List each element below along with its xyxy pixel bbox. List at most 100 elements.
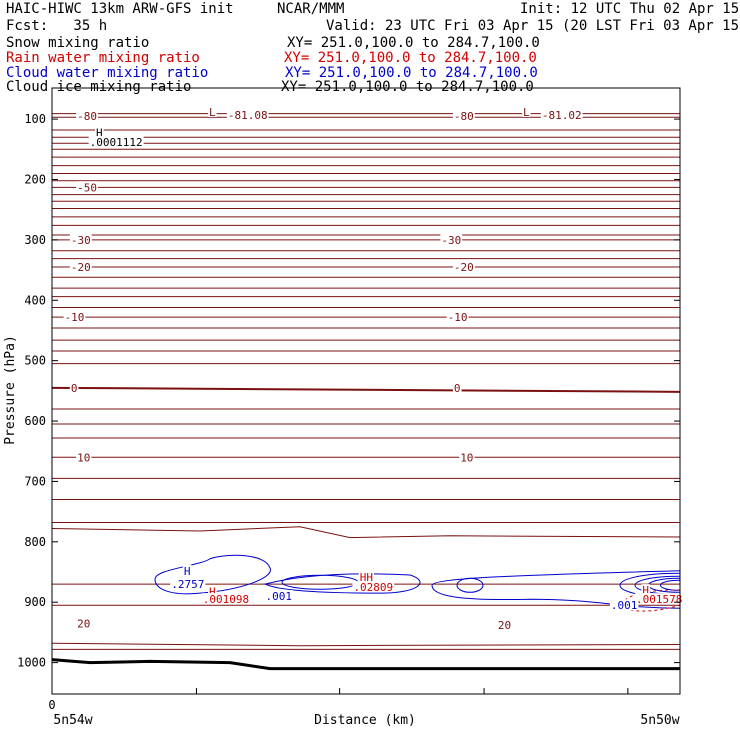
temperature-label-bg [446,311,469,323]
header-valid: Valid: 23 UTC Fri 03 Apr 15 (20 LST Fri … [326,18,740,34]
extremum-label: H [209,585,216,598]
extremum-label-bg [641,584,650,596]
label-layer: -80 -80 -81.08 -81.02 -50 -30 -30 -20 -20 -10 -10 0… [63,105,684,632]
temperature-label: 0 [454,382,461,395]
y-axis-label: Pressure (hPa) [3,335,18,445]
extremum-label: H [96,126,103,139]
temperature-label-bg [540,108,583,120]
isotherm-wavy [51,526,681,539]
temperature-label: 10 [77,451,90,464]
extremum-label: H [184,565,191,578]
temperature-label-bg [76,617,92,629]
temperature-label: -20 [454,261,474,274]
surface-line [51,658,680,671]
extremum-label-bg [208,585,217,597]
temperature-label: -81.02 [542,109,582,122]
extremum-label: L [523,106,530,119]
temperature-label-bg [69,233,92,245]
temperature-label: -81.08 [228,109,268,122]
extremum-label-bg [88,136,144,148]
temperature-label-bg [69,261,92,273]
extremum-label: .001 [611,599,638,612]
temperature-label: -10 [65,311,85,324]
temperature-label-bg [76,181,98,193]
legend-snow-label: Snow mixing ratio [6,35,150,51]
legend-rain-label: Rain water mixing ratio [6,50,200,66]
temperature-label-bg [452,261,475,273]
temperature-label: -30 [71,234,91,247]
extremum-label: .001098 [203,593,249,606]
extremum-label: L [209,106,216,119]
extremum-label-bg [635,593,684,605]
extremum-label-bg [522,105,531,117]
extremum-label-bg [170,578,206,590]
temperature-label: 10 [460,451,473,464]
y-tick-label: 800 [24,535,46,549]
header-center-org: NCAR/MMM [277,1,345,17]
temperature-label-bg [459,451,475,463]
isotherm-line [51,386,681,393]
x-left-location: 5n54w [53,713,92,728]
extremum-label-bg [201,593,251,605]
y-tick-label: 1000 [17,656,46,670]
y-tick-label: 600 [24,414,46,428]
extremum-label: H [642,584,649,597]
cloud-water-contour [660,579,681,591]
y-tick-label: 900 [24,595,46,609]
legend-rain-xy: XY= 251.0,100.0 to 284.7,100.0 [284,50,537,66]
temperature-label-bg [69,381,79,393]
y-tick-label: 500 [24,354,46,368]
y-tick-label: 200 [24,172,46,186]
cloud-water-contour [456,577,484,593]
temperature-label-bg [226,108,269,120]
temperature-label: 0 [71,382,78,395]
temperature-label: -20 [71,261,91,274]
cloud-water-contour [263,573,421,594]
extremum-label-bg [182,564,192,576]
x-axis-label: Distance (km) [314,713,416,728]
extremum-label-bg [94,126,104,138]
header-fcst: Fcst: 35 h [6,18,108,34]
extremum-label-bg [264,590,294,602]
extremum-label: .2757 [171,578,204,591]
y-tick-label: 100 [24,112,46,126]
extremum-label: .001 [266,590,293,603]
cloud-water-contour [281,574,359,590]
header-title: HAIC-HIWC 13km ARW-GFS init [6,1,234,17]
legend-cloud-ice-xy: XY= 251.0,100.0 to 284.7,100.0 [281,79,534,95]
y-tick-label: 700 [24,474,46,488]
temperature-label-bg [452,381,462,393]
y-tick-label: 400 [24,293,46,307]
temperature-label-bg [440,233,463,245]
extremum-label: .001578 [636,593,682,606]
extremum-label-bg [358,570,374,582]
extremum-label: .0001112 [90,136,143,149]
extremum-label-bg [609,599,639,611]
temperature-label-bg [76,451,92,463]
x-start-label: 0 [48,698,55,712]
legend-cloud-ice-label: Cloud ice mixing ratio [6,79,192,95]
temperature-label: -30 [441,234,461,247]
temperature-label: -80 [77,110,97,123]
legend-cloud-water-xy: XY= 251.0,100.0 to 284.7,100.0 [285,65,538,81]
legend-snow-xy: XY= 251.0,100.0 to 284.7,100.0 [287,35,540,51]
temperature-label: 20 [77,617,90,630]
cloud-water-contour [154,554,271,595]
temperature-label: -50 [77,181,97,194]
legend-cloud-water-label: Cloud water mixing ratio [6,65,209,81]
temperature-label: -10 [448,311,468,324]
extremum-label: .02809 [353,581,393,594]
header-init: Init: 12 UTC Thu 02 Apr 15 [520,1,740,17]
x-right-location: 5n50w [640,713,679,728]
plot-frame [51,87,681,695]
temperature-label-bg [452,110,475,122]
extremum-label-bg [352,581,395,593]
temperature-label: 20 [498,619,511,632]
temperature-label-bg [63,311,86,323]
temperature-label-bg [496,619,513,631]
y-tick-label: 300 [24,233,46,247]
temperature-label: -80 [454,110,474,123]
temperature-label-bg [76,110,98,122]
